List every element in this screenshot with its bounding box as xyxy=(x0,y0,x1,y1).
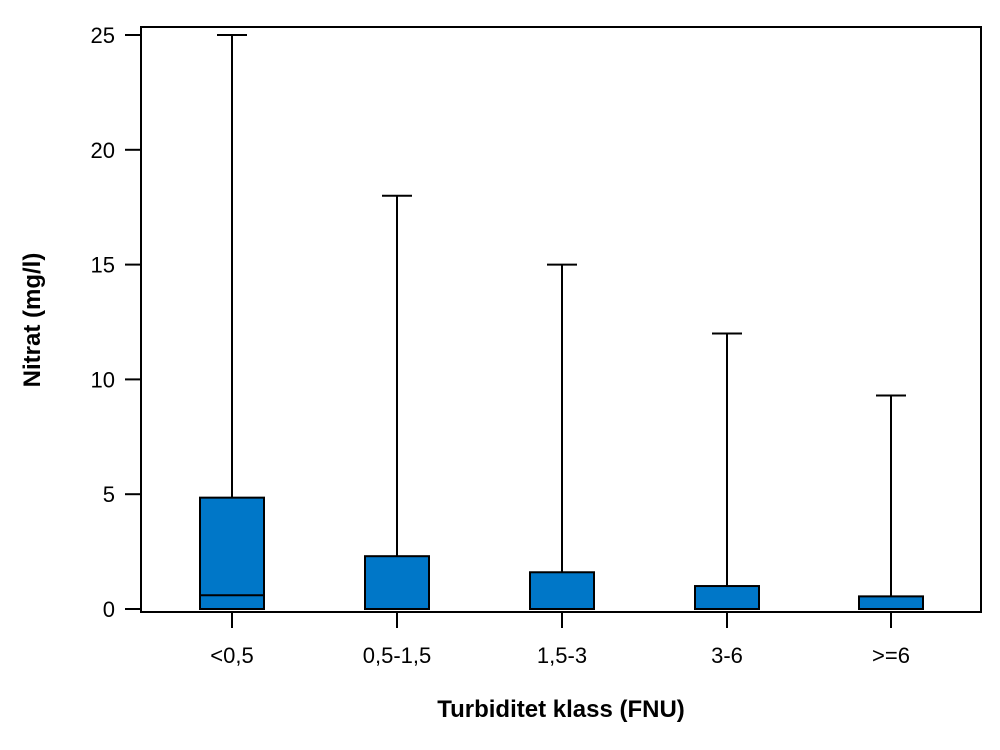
x-axis-title: Turbiditet klass (FNU) xyxy=(437,696,685,723)
iqr-box xyxy=(694,585,760,610)
y-tick-label: 15 xyxy=(91,253,115,278)
box-5 xyxy=(858,394,924,611)
y-tick-label: 0 xyxy=(103,597,115,622)
box-3 xyxy=(529,263,595,610)
box-1 xyxy=(199,34,265,611)
iqr-box xyxy=(364,555,430,611)
x-axis: <0,5 0,5-1,5 1,5-3 3-6 >=6 xyxy=(210,612,910,668)
x-tick-label: 1,5-3 xyxy=(537,643,587,668)
y-tick-label: 20 xyxy=(91,138,115,163)
iqr-box xyxy=(858,595,924,611)
iqr-box xyxy=(529,571,595,610)
x-tick-label: 3-6 xyxy=(711,643,743,668)
x-tick-label: >=6 xyxy=(872,643,910,668)
y-tick-label: 25 xyxy=(91,23,115,48)
box-2 xyxy=(364,194,430,611)
boxes-group xyxy=(199,34,924,611)
iqr-box xyxy=(199,496,265,611)
x-tick-label: 0,5-1,5 xyxy=(363,643,432,668)
y-tick-label: 5 xyxy=(103,482,115,507)
y-tick-label: 10 xyxy=(91,367,115,392)
y-axis-title: Nitrat (mg/l) xyxy=(19,253,46,388)
x-tick-label: <0,5 xyxy=(210,643,253,668)
y-axis: 0 5 10 15 20 25 xyxy=(91,23,141,622)
box-4 xyxy=(694,332,760,610)
